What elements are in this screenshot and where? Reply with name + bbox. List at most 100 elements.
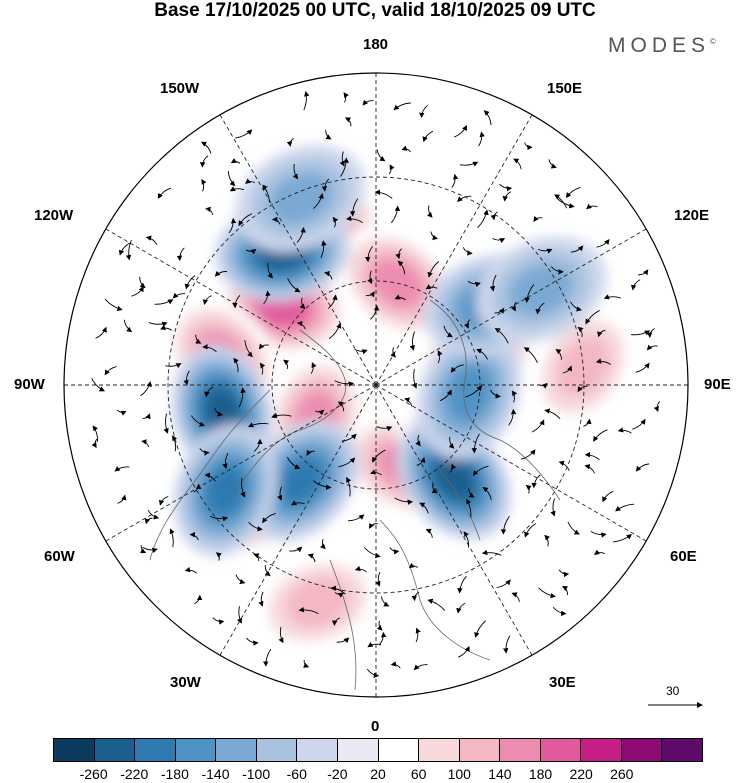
wind-vector bbox=[496, 579, 511, 588]
wind-vector bbox=[451, 173, 459, 188]
wind-vector bbox=[577, 326, 584, 338]
brand-name: MODES bbox=[608, 34, 711, 57]
wind-vector bbox=[253, 438, 263, 452]
wind-vector bbox=[104, 366, 117, 376]
wind-vector bbox=[524, 142, 533, 151]
wind-vector bbox=[477, 209, 489, 229]
wind-vector bbox=[511, 390, 518, 403]
wind-vector bbox=[369, 522, 378, 530]
wind-vector bbox=[538, 248, 553, 254]
wind-vector bbox=[595, 358, 612, 365]
lon-label-90w: 90W bbox=[14, 376, 45, 393]
wind-vector bbox=[272, 216, 281, 225]
graticule bbox=[64, 73, 688, 697]
wind-vector bbox=[313, 193, 324, 209]
wind-vector bbox=[125, 240, 132, 261]
wind-vector bbox=[201, 178, 207, 192]
wind-vector bbox=[248, 521, 263, 532]
colorbar-cell bbox=[175, 739, 217, 761]
meridian-line bbox=[219, 114, 377, 386]
colorbar-tick-label: -20 bbox=[327, 766, 348, 782]
wind-vector bbox=[533, 215, 543, 222]
wind-vector bbox=[299, 297, 306, 310]
wind-vector bbox=[425, 528, 433, 538]
wind-vector bbox=[502, 191, 512, 202]
wind-vector bbox=[248, 422, 269, 428]
meridian-line bbox=[375, 384, 647, 542]
wind-vector bbox=[230, 158, 241, 164]
wind-vector bbox=[264, 565, 271, 577]
wind-vector bbox=[502, 635, 511, 654]
wind-vector bbox=[262, 513, 276, 524]
wind-vector bbox=[632, 418, 646, 430]
wind-vector bbox=[376, 426, 393, 432]
wind-vector bbox=[602, 490, 614, 503]
wind-vector bbox=[142, 546, 158, 553]
wind-vector bbox=[157, 187, 172, 199]
wind-vector bbox=[320, 538, 326, 550]
wind-vector bbox=[584, 464, 595, 474]
coastlines bbox=[149, 299, 561, 691]
wind-vector bbox=[307, 553, 316, 563]
wind-vector bbox=[511, 592, 520, 602]
wind-vector bbox=[388, 164, 395, 175]
wind-vector bbox=[160, 324, 172, 331]
wind-vector bbox=[184, 566, 197, 574]
wind-vector bbox=[334, 380, 354, 387]
wind-vector bbox=[354, 348, 368, 355]
wind-vector bbox=[263, 290, 271, 305]
wind-vector bbox=[184, 275, 196, 290]
meridian-line bbox=[219, 384, 377, 656]
wind-vector bbox=[411, 368, 417, 389]
wind-vector bbox=[425, 284, 438, 290]
wind-vector bbox=[324, 270, 333, 280]
latitude-circle bbox=[271, 280, 481, 490]
wind-vector bbox=[214, 407, 224, 417]
wind-vector bbox=[538, 587, 556, 599]
colorbar-tick-label: 180 bbox=[528, 766, 553, 782]
wind-vector bbox=[320, 240, 327, 258]
wind-vector bbox=[315, 409, 325, 416]
wind-vector bbox=[244, 178, 256, 184]
wind-vector bbox=[222, 452, 229, 470]
wind-vector bbox=[427, 598, 446, 611]
wind-vector bbox=[467, 280, 481, 288]
wind-vector bbox=[431, 484, 438, 494]
wind-vector bbox=[524, 284, 535, 303]
wind-vector bbox=[290, 500, 305, 506]
wind-vector bbox=[413, 664, 428, 671]
wind-vector bbox=[456, 195, 472, 202]
wind-vector bbox=[478, 131, 485, 147]
colorbar-cell bbox=[378, 739, 420, 761]
wind-vector bbox=[463, 531, 470, 548]
colorbar-tick-label: -140 bbox=[201, 766, 230, 782]
wind-vector bbox=[253, 553, 260, 562]
wind-vector bbox=[144, 517, 153, 525]
wind-vector bbox=[520, 449, 536, 460]
wind-vector bbox=[163, 413, 169, 434]
wind-vector bbox=[653, 400, 661, 412]
wind-vector bbox=[328, 322, 342, 340]
colorbar-tick-label: -60 bbox=[286, 766, 307, 782]
wind-vector bbox=[370, 469, 382, 476]
wind-vector bbox=[258, 343, 269, 350]
wind-vector bbox=[466, 498, 472, 518]
wind-vector bbox=[548, 159, 557, 169]
wind-vector bbox=[238, 387, 246, 408]
wind-vector bbox=[278, 626, 284, 644]
wind-vector bbox=[267, 263, 273, 279]
wind-vector bbox=[550, 498, 556, 517]
wind-vector bbox=[596, 239, 610, 248]
wind-vector bbox=[306, 449, 316, 456]
wind-vector bbox=[375, 571, 381, 587]
wind-vector bbox=[525, 484, 532, 494]
wind-vector bbox=[472, 465, 489, 476]
wind-vector bbox=[463, 319, 471, 329]
colorbar-cell bbox=[500, 739, 541, 761]
wind-vector bbox=[340, 157, 349, 177]
meridian-line bbox=[375, 114, 533, 386]
colorbar-tick-label: -100 bbox=[242, 766, 271, 782]
wind-vector bbox=[347, 514, 365, 522]
wind-vector bbox=[292, 163, 299, 180]
wind-vector bbox=[415, 434, 421, 447]
